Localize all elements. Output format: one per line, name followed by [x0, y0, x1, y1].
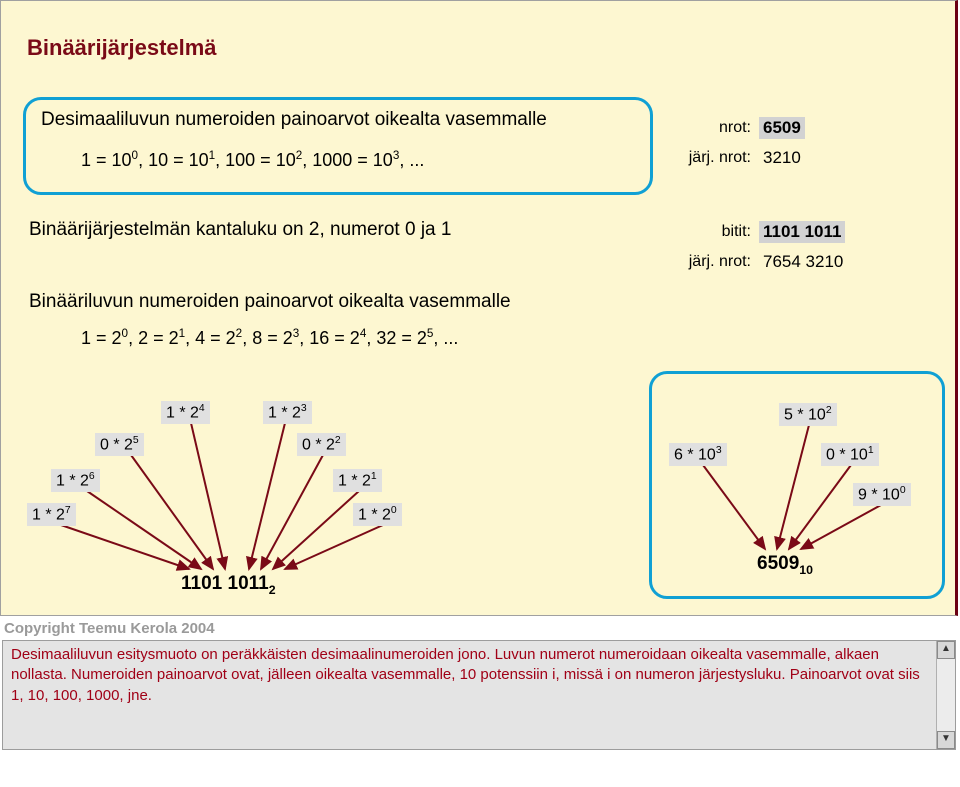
scroll-up-button[interactable]: ▲	[937, 641, 955, 659]
decimal-result: 650910	[757, 553, 813, 577]
binary-weights-body: 1 = 20, 2 = 21, 4 = 22, 8 = 23, 16 = 24,…	[81, 327, 458, 349]
binary-weights-heading: Binääriluvun numeroiden painoarvot oikea…	[29, 291, 511, 313]
fan-term: 1 * 26	[51, 469, 100, 492]
nrot-label: nrot:	[681, 119, 751, 137]
jarj-nrot-label-1: järj. nrot:	[681, 149, 751, 167]
base-2-heading: Binäärijärjestelmän kantaluku on 2, nume…	[29, 219, 451, 241]
binary-result: 1101 10112	[181, 573, 276, 597]
fan-term: 0 * 25	[95, 433, 144, 456]
fan-term: 5 * 102	[779, 403, 837, 426]
fan-term: 1 * 27	[27, 503, 76, 526]
fan-term: 0 * 101	[821, 443, 879, 466]
page-title: Binäärijärjestelmä	[27, 35, 217, 61]
slide-canvas: Binäärijärjestelmä Desimaaliluvun numero…	[0, 0, 958, 616]
jarj-nrot-value-2: 7654 3210	[759, 251, 847, 273]
bitit-value: 1101 1011	[759, 221, 845, 243]
jarj-nrot-value-1: 3210	[759, 147, 805, 169]
fan-term: 1 * 20	[353, 503, 402, 526]
decimal-weights-heading: Desimaaliluvun numeroiden painoarvot oik…	[41, 109, 547, 131]
copyright-text: Copyright Teemu Kerola 2004	[4, 620, 215, 637]
decimal-weights-body: 1 = 100, 10 = 101, 100 = 102, 1000 = 103…	[81, 149, 424, 171]
fan-term: 1 * 21	[333, 469, 382, 492]
scroll-down-button[interactable]: ▼	[937, 731, 955, 749]
footer-text: Desimaaliluvun esitysmuoto on peräkkäist…	[11, 645, 931, 706]
footer-panel: Desimaaliluvun esitysmuoto on peräkkäist…	[2, 640, 956, 750]
fan-term: 1 * 24	[161, 401, 210, 424]
fan-term: 1 * 23	[263, 401, 312, 424]
fan-term: 6 * 103	[669, 443, 727, 466]
nrot-value: 6509	[759, 117, 805, 139]
fan-term: 9 * 100	[853, 483, 911, 506]
footer-scrollbar[interactable]: ▲ ▼	[936, 641, 955, 749]
bitit-label: bitit:	[681, 223, 751, 241]
jarj-nrot-label-2: järj. nrot:	[681, 253, 751, 271]
fan-term: 0 * 22	[297, 433, 346, 456]
